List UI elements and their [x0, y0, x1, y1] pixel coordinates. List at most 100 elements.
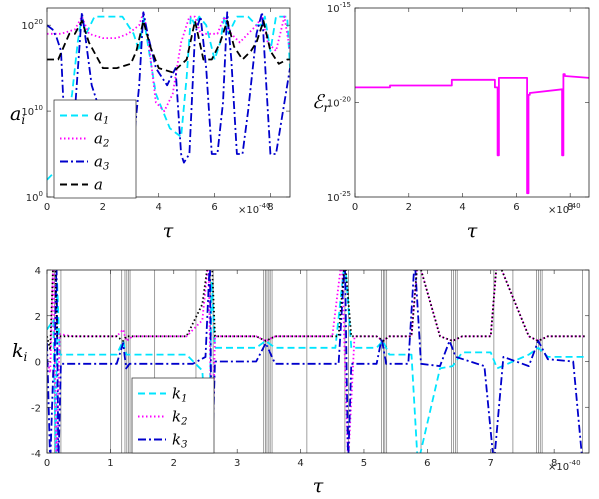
series-line-2: [47, 270, 583, 453]
x-axis-label: τ: [163, 220, 174, 242]
x-axis-label: τ: [313, 475, 324, 497]
y-axis-label: ki: [12, 340, 28, 364]
series-line-2: [47, 11, 290, 173]
y-tick-label: 10-25: [327, 190, 351, 204]
legend-label-subscript: 2: [102, 139, 109, 150]
legend-label-subscript: 3: [103, 162, 109, 173]
legend-label-symbol: k: [172, 385, 181, 403]
y-tick-label: 1010: [21, 104, 43, 118]
series-group: [47, 270, 586, 453]
x-tick-label: 0: [44, 202, 50, 213]
x-exponent-base: ×10: [238, 205, 259, 216]
x-exponent-power: -40: [569, 202, 580, 210]
legend-label-symbol: a: [94, 107, 103, 125]
x-tick-label: 4: [156, 202, 162, 213]
x-axis-label: τ: [467, 220, 478, 242]
x-tick-label: 7: [488, 458, 494, 469]
legend-label-symbol: k: [172, 431, 181, 449]
x-tick-label: 1: [107, 458, 113, 469]
x-exponent-label: ×10-40: [548, 459, 581, 473]
y-axis-label: ℰr: [312, 91, 331, 115]
series-line-0: [355, 73, 589, 195]
y-axis-subscript: i: [21, 113, 25, 127]
y-axis-symbol: a: [10, 103, 21, 125]
axes-frame: [46, 7, 291, 198]
legend-label: k2: [172, 408, 187, 428]
legend-label: a: [94, 176, 103, 194]
x-tick-label: 8: [567, 202, 573, 213]
x-tick-label: 8: [551, 458, 557, 469]
legend-label: a3: [94, 153, 109, 173]
x-exponent-base: ×10: [548, 462, 569, 473]
y-tick-base: 10: [21, 107, 34, 118]
x-exponent-power: -40: [259, 202, 270, 210]
y-axis-subscript: i: [24, 350, 28, 364]
legend-label-symbol: a: [94, 153, 103, 171]
y-tick-label: 100: [26, 190, 43, 204]
y-tick-power: 0: [39, 190, 43, 198]
legend-label-subscript: 3: [181, 440, 187, 451]
y-tick-power: -20: [340, 96, 351, 104]
y-tick-base: 10: [327, 193, 340, 204]
y-tick-power: 10: [34, 104, 43, 112]
y-axis-symbol: ℰ: [312, 91, 326, 113]
plot-area: [47, 270, 589, 453]
legend-label-symbol: k: [172, 408, 181, 426]
legend-label-symbol: a: [94, 176, 103, 194]
legend-label: k1: [172, 385, 187, 405]
x-exponent-label: ×10-40: [548, 202, 581, 216]
x-tick-label: 0: [44, 458, 50, 469]
y-tick-label: 10-15: [327, 1, 351, 15]
x-tick-label: 2: [100, 202, 106, 213]
x-tick-label: 8: [267, 202, 273, 213]
y-tick-label: 0: [35, 358, 41, 369]
legend-label: a2: [94, 130, 109, 150]
x-tick-label: 5: [361, 458, 367, 469]
x-tick-label: 6: [424, 458, 430, 469]
legend-label-symbol: a: [94, 130, 103, 148]
y-axis-subscript: r: [324, 101, 331, 115]
y-tick-power: -25: [340, 190, 351, 198]
y-tick-base: 10: [26, 193, 39, 204]
x-tick-label: 6: [513, 202, 519, 213]
legend-label-subscript: 2: [180, 417, 187, 428]
x-tick-label: 4: [459, 202, 465, 213]
y-tick-label: -2: [31, 403, 41, 414]
y-tick-base: 10: [21, 21, 34, 32]
legend-label-subscript: 1: [181, 394, 187, 405]
x-tick-label: 3: [234, 458, 240, 469]
series-group: [355, 73, 589, 195]
x-tick-label: 0: [352, 202, 358, 213]
legend-label: k3: [172, 431, 187, 451]
x-tick-label: 2: [406, 202, 412, 213]
y-tick-label: 1020: [21, 18, 43, 32]
y-axis-label: ai: [10, 103, 25, 127]
legend-label-subscript: 1: [103, 116, 109, 127]
series-line-0: [47, 270, 586, 453]
plot-area: [355, 8, 589, 197]
x-tick-label: 6: [211, 202, 217, 213]
y-tick-label: 4: [35, 266, 41, 277]
y-axis-symbol: k: [12, 340, 24, 362]
series-line-3: [47, 19, 290, 74]
y-tick-label: 2: [35, 312, 41, 323]
y-tick-power: 20: [34, 18, 43, 26]
series-group: [47, 11, 290, 181]
y-tick-label: 10-20: [327, 96, 351, 110]
y-tick-base: 10: [327, 99, 340, 110]
legend-label: a1: [94, 107, 109, 127]
x-tick-label: 4: [297, 458, 303, 469]
x-exponent-label: ×10-40: [238, 202, 271, 216]
x-exponent-base: ×10: [548, 205, 569, 216]
y-tick-label: -4: [31, 449, 41, 460]
y-tick-base: 10: [327, 4, 340, 15]
legend-box: [53, 99, 137, 199]
x-tick-label: 2: [171, 458, 177, 469]
x-exponent-power: -40: [569, 459, 580, 467]
y-tick-power: -15: [340, 1, 351, 9]
